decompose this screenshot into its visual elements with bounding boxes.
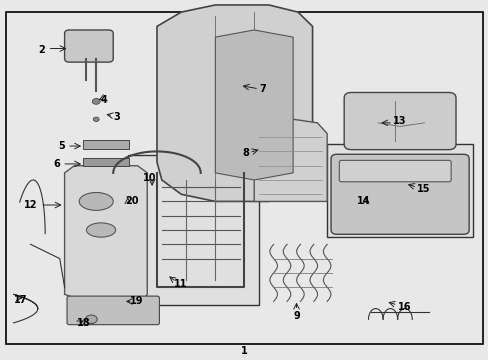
FancyBboxPatch shape bbox=[67, 296, 159, 325]
FancyBboxPatch shape bbox=[339, 160, 450, 182]
Text: 18: 18 bbox=[77, 318, 90, 328]
Text: 5: 5 bbox=[58, 141, 64, 151]
FancyBboxPatch shape bbox=[83, 140, 128, 149]
Text: 20: 20 bbox=[125, 197, 139, 206]
Text: 6: 6 bbox=[53, 159, 60, 169]
Text: 17: 17 bbox=[14, 295, 27, 305]
FancyBboxPatch shape bbox=[127, 155, 259, 305]
FancyBboxPatch shape bbox=[326, 144, 472, 237]
Polygon shape bbox=[254, 116, 326, 202]
Text: 7: 7 bbox=[259, 84, 265, 94]
Text: 4: 4 bbox=[101, 95, 107, 105]
FancyBboxPatch shape bbox=[344, 93, 455, 150]
FancyBboxPatch shape bbox=[64, 30, 113, 62]
Polygon shape bbox=[64, 166, 147, 301]
Text: 12: 12 bbox=[24, 200, 38, 210]
Text: 16: 16 bbox=[397, 302, 410, 312]
Polygon shape bbox=[157, 5, 312, 202]
Text: 10: 10 bbox=[142, 173, 156, 183]
Circle shape bbox=[85, 315, 97, 324]
FancyBboxPatch shape bbox=[6, 12, 482, 344]
Text: 14: 14 bbox=[356, 197, 369, 206]
Ellipse shape bbox=[86, 223, 116, 237]
Polygon shape bbox=[215, 30, 292, 180]
Text: 1: 1 bbox=[241, 346, 247, 356]
Text: 11: 11 bbox=[174, 279, 187, 289]
Text: 3: 3 bbox=[113, 112, 120, 122]
Circle shape bbox=[93, 117, 99, 121]
FancyBboxPatch shape bbox=[83, 158, 128, 166]
Text: 13: 13 bbox=[392, 116, 406, 126]
FancyBboxPatch shape bbox=[330, 154, 468, 234]
Text: 19: 19 bbox=[130, 296, 143, 306]
Text: 15: 15 bbox=[416, 184, 430, 194]
Text: 8: 8 bbox=[242, 148, 249, 158]
Ellipse shape bbox=[79, 193, 113, 210]
Circle shape bbox=[92, 99, 100, 104]
Text: 2: 2 bbox=[39, 45, 45, 55]
Text: 9: 9 bbox=[292, 311, 299, 321]
